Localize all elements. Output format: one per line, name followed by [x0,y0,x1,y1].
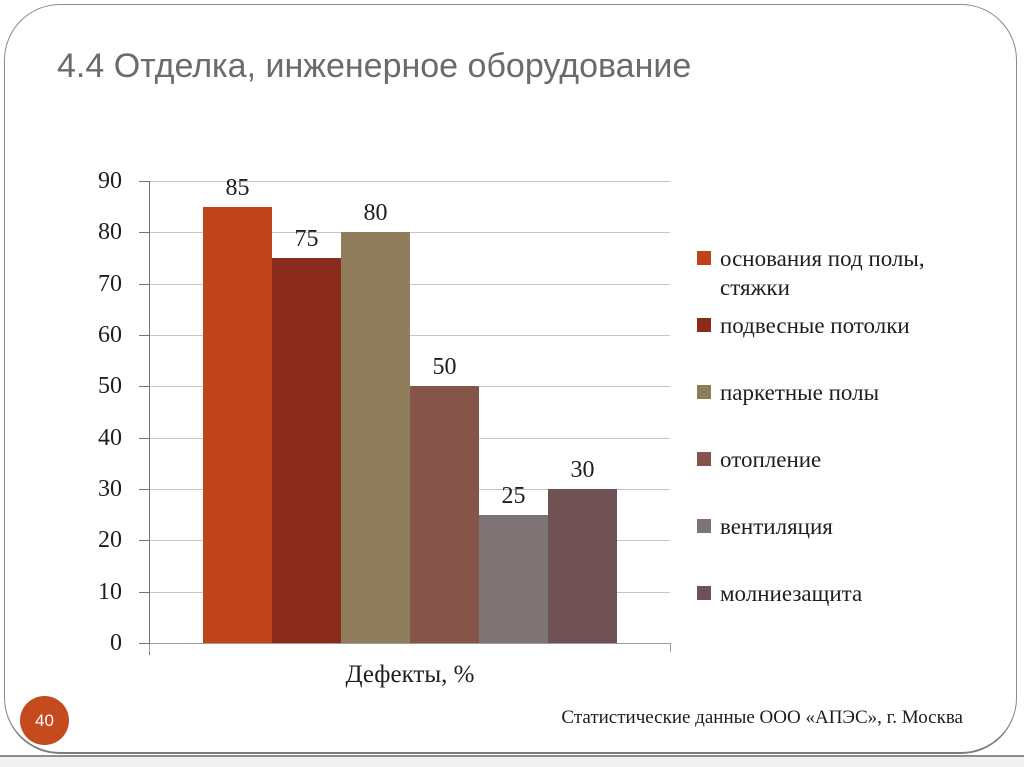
x-axis-end-tick [670,644,671,652]
x-axis-end-tick [149,644,150,652]
legend-item: паркетные полы [697,378,972,407]
legend-swatch [697,318,711,332]
bar-value-label: 30 [570,457,595,483]
legend-item: молниезащита [697,579,972,608]
legend-item: подвесные потолки [697,311,972,340]
x-axis-label: Дефекты, % [345,661,475,688]
y-axis-tick [139,643,150,644]
bar-value-label: 75 [294,226,319,252]
bar-value-label: 85 [225,174,250,201]
bar [548,489,617,643]
bar [341,232,410,643]
bar-value-label: 80 [363,200,388,227]
legend-label: отопление [720,447,822,472]
chart-legend: основания под полы, стяжки подвесные пото… [697,0,972,660]
y-axis-tick [139,437,150,439]
y-tick-label: 30 [98,476,122,502]
legend-swatch [697,519,711,533]
y-tick-label: 40 [98,424,122,451]
gridline [150,232,670,234]
page-number: 40 [35,710,54,730]
bar [272,258,341,643]
y-axis-line [149,181,150,655]
y-axis-labels: 0 10 20 30 40 50 60 70 80 90 [60,168,136,656]
legend-swatch [697,251,711,265]
chart-plot-area: 85 75 80 50 25 30 [139,175,671,655]
bar [479,514,548,643]
legend-label: молниезащита [720,581,863,606]
gridline [150,335,670,336]
legend-label: подвесные потолки [720,313,910,338]
legend-item: отопление [697,445,972,474]
bottom-strip [0,755,1024,767]
y-tick-label: 60 [98,322,122,348]
x-axis-line [150,643,671,644]
y-axis-tick [139,181,150,182]
legend-label: основания под полы, стяжки [720,246,925,300]
legend-item: основания под полы, стяжки [697,244,972,302]
y-axis-tick [139,335,150,336]
y-tick-label: 10 [98,578,122,605]
slide-border [4,4,1017,754]
legend-label: вентиляция [720,514,833,539]
page-title: 4.4 Отделка, инженерное оборудование [57,47,692,85]
y-axis-tick [139,591,150,593]
legend-item: вентиляция [697,512,972,541]
y-axis-tick [139,386,150,388]
gridline [150,181,670,182]
legend-swatch [697,452,711,466]
bar [410,386,479,643]
page-number-badge: 40 [20,696,69,745]
bar [203,206,272,643]
bar-value-label: 50 [432,354,457,381]
y-axis-tick [139,489,150,490]
legend-swatch [697,385,711,399]
legend-label: паркетные полы [720,380,880,405]
y-tick-label: 20 [98,527,122,554]
bar-value-label: 25 [501,482,526,509]
gridline [150,283,670,285]
y-tick-label: 70 [98,270,122,297]
footer-note: Статистические данные ООО «АПЭС», г. Мос… [561,707,963,728]
y-axis-tick [139,283,150,285]
y-axis-tick [139,540,150,542]
y-tick-label: 90 [98,168,122,194]
y-tick-label: 80 [98,219,122,246]
y-tick-label: 0 [110,630,122,656]
y-tick-label: 50 [98,373,122,400]
legend-swatch [697,586,711,600]
y-axis-tick [139,232,150,234]
